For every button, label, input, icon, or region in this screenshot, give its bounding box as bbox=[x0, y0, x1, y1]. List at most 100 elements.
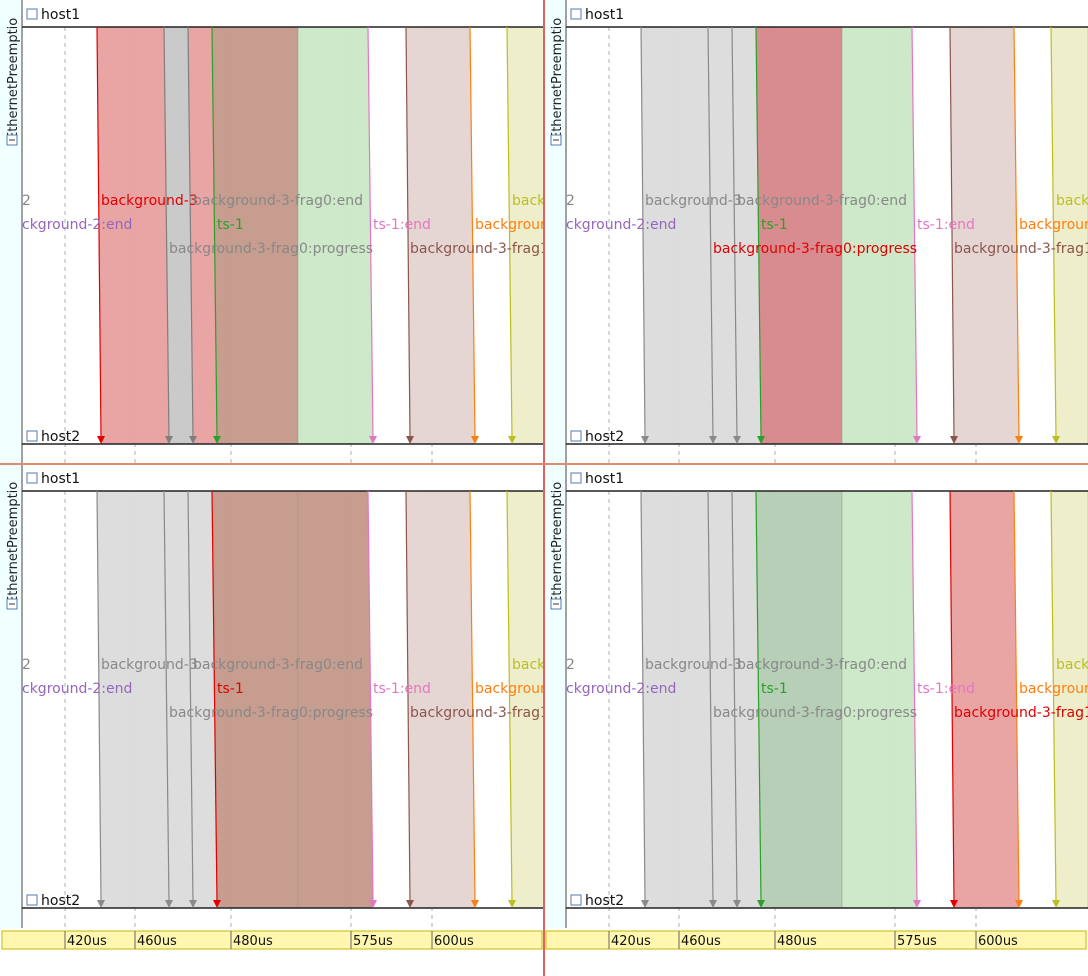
message-region-bg3[interactable] bbox=[640, 26, 714, 445]
host1-label: host1 bbox=[585, 7, 624, 23]
expand-icon[interactable] bbox=[570, 472, 582, 484]
expand-icon[interactable] bbox=[26, 472, 38, 484]
message-arrow-frag0_end[interactable] bbox=[163, 26, 170, 439]
module-sidebar bbox=[544, 464, 566, 928]
chart-pane-top-left[interactable]: EthernetPreemptio 2 ckground-2:end backgrou… bbox=[0, 0, 544, 464]
message-label-ts1: ts-1 bbox=[217, 217, 244, 233]
time-axis-strip bbox=[545, 930, 1087, 950]
message-arrow-bg_orange[interactable] bbox=[469, 490, 476, 903]
message-label-frag0_prog: background-3-frag0:progress bbox=[169, 241, 373, 257]
message-arrow-frag0_end[interactable] bbox=[187, 26, 194, 439]
message-arrow-frag1[interactable] bbox=[949, 490, 955, 903]
message-arrow-ts1_end[interactable] bbox=[367, 26, 374, 439]
message-region-bg_olive[interactable] bbox=[506, 26, 544, 445]
message-arrow-frag0_end[interactable] bbox=[187, 490, 194, 903]
chart-pane-bottom-left[interactable]: EthernetPreemptio 2 ckground-2:end backgrou… bbox=[0, 464, 544, 928]
message-region-frag1[interactable] bbox=[949, 26, 1020, 445]
message-region-frag0_prog[interactable] bbox=[755, 490, 843, 909]
message-region-ts1[interactable] bbox=[297, 490, 374, 909]
message-region-bg3[interactable] bbox=[96, 490, 170, 909]
message-region-bg_olive[interactable] bbox=[1050, 490, 1088, 909]
message-region-frag0_prog[interactable] bbox=[755, 26, 843, 445]
message-arrow-ts1[interactable] bbox=[211, 490, 218, 903]
axis-tick-label: 600us bbox=[978, 934, 1018, 949]
message-arrow-frag1[interactable] bbox=[405, 26, 411, 439]
message-label-ts1: ts-1 bbox=[217, 681, 244, 697]
message-label-frag0_end: background-3-frag0:end bbox=[737, 193, 907, 209]
axis-tick-label: 480us bbox=[233, 934, 273, 949]
chart-pane-top-right[interactable]: EthernetPreemptio 2 ckground-2:end backgrou… bbox=[544, 0, 1088, 464]
message-region-bg3[interactable] bbox=[96, 26, 170, 445]
message-arrow-frag0_end[interactable] bbox=[163, 490, 170, 903]
message-arrow-bg_olive[interactable] bbox=[1050, 490, 1057, 903]
expand-icon[interactable] bbox=[26, 430, 38, 442]
expand-icon[interactable] bbox=[570, 8, 582, 20]
expand-icon[interactable] bbox=[570, 430, 582, 442]
arrow-head-icon bbox=[757, 900, 765, 908]
message-arrow-bg_olive[interactable] bbox=[1050, 26, 1057, 439]
message-region-frag1[interactable] bbox=[405, 26, 476, 445]
message-label-frag0_prog: background-3-frag0:progress bbox=[169, 705, 373, 721]
message-region-frag1[interactable] bbox=[405, 490, 476, 909]
message-label-bg_olive: back bbox=[1056, 193, 1088, 209]
message-arrow-frag0_end[interactable] bbox=[731, 490, 738, 903]
module-sidebar bbox=[0, 464, 22, 928]
message-region-ts1[interactable] bbox=[841, 490, 918, 909]
message-arrow-bg_olive[interactable] bbox=[506, 26, 513, 439]
message-label-frag0_end: background-3-frag0:end bbox=[737, 657, 907, 673]
message-arrow-bg3[interactable] bbox=[640, 26, 646, 439]
arrow-head-icon bbox=[97, 436, 105, 444]
chart-pane-bottom-right[interactable]: EthernetPreemptio 2 ckground-2:end backgrou… bbox=[544, 464, 1088, 928]
message-arrow-bg_orange[interactable] bbox=[469, 26, 476, 439]
message-arrow-ts1_end[interactable] bbox=[911, 490, 918, 903]
message-label-frag1: background-3-frag1 bbox=[954, 241, 1088, 257]
message-region-bg3[interactable] bbox=[640, 490, 714, 909]
time-axis-svg: 420us 460us 480us 575us 600us bbox=[1, 930, 543, 950]
module-sidebar bbox=[0, 0, 22, 464]
message-arrow-bg3[interactable] bbox=[96, 490, 102, 903]
message-arrow-ts1[interactable] bbox=[755, 26, 762, 439]
horizontal-pane-divider bbox=[0, 463, 1088, 465]
message-region-ts1[interactable] bbox=[297, 26, 374, 445]
message-region-frag0_prog[interactable] bbox=[211, 26, 299, 445]
module-sidebar bbox=[544, 0, 566, 464]
axis-tick-label: 460us bbox=[137, 934, 177, 949]
message-arrow-bg3[interactable] bbox=[640, 490, 646, 903]
message-arrow-ts1[interactable] bbox=[211, 26, 218, 439]
sequence-chart-svg: EthernetPreemptio 2 ckground-2:end backgrou… bbox=[544, 0, 1088, 464]
arrow-head-icon bbox=[213, 900, 221, 908]
arrow-head-icon bbox=[950, 436, 958, 444]
message-arrow-bg_olive[interactable] bbox=[506, 490, 513, 903]
message-region-ts1[interactable] bbox=[841, 26, 918, 445]
message-arrow-bg3[interactable] bbox=[96, 26, 102, 439]
message-region-bg_olive[interactable] bbox=[1050, 26, 1088, 445]
vertical-pane-divider bbox=[543, 0, 545, 976]
arrow-head-icon bbox=[508, 436, 516, 444]
axis-tick-label: 460us bbox=[681, 934, 721, 949]
message-arrow-bg_orange[interactable] bbox=[1013, 490, 1020, 903]
message-arrow-ts1_end[interactable] bbox=[911, 26, 918, 439]
message-arrow-bg_orange[interactable] bbox=[1013, 26, 1020, 439]
host2-label: host2 bbox=[585, 429, 624, 445]
module-label: EthernetPreemptio bbox=[6, 18, 21, 140]
message-label-bg_orange: backgroun bbox=[1019, 217, 1088, 233]
message-arrow-ts1[interactable] bbox=[755, 490, 762, 903]
message-arrow-frag0_end[interactable] bbox=[731, 26, 738, 439]
message-arrow-frag1[interactable] bbox=[405, 490, 411, 903]
message-region-frag1[interactable] bbox=[949, 490, 1020, 909]
expand-icon[interactable] bbox=[26, 894, 38, 906]
arrow-head-icon bbox=[757, 436, 765, 444]
message-region-bg_olive[interactable] bbox=[506, 490, 544, 909]
partial-label: ckground-2:end bbox=[566, 217, 676, 233]
message-arrow-frag0_end[interactable] bbox=[707, 490, 714, 903]
expand-icon[interactable] bbox=[26, 8, 38, 20]
time-axis-strip bbox=[1, 930, 543, 950]
message-arrow-frag0_end[interactable] bbox=[707, 26, 714, 439]
arrow-head-icon bbox=[950, 900, 958, 908]
message-region-frag0_prog[interactable] bbox=[211, 490, 299, 909]
message-arrow-frag1[interactable] bbox=[949, 26, 955, 439]
expand-icon[interactable] bbox=[570, 894, 582, 906]
host1-label: host1 bbox=[585, 471, 624, 487]
axis-tick-label: 600us bbox=[434, 934, 474, 949]
message-arrow-ts1_end[interactable] bbox=[367, 490, 374, 903]
